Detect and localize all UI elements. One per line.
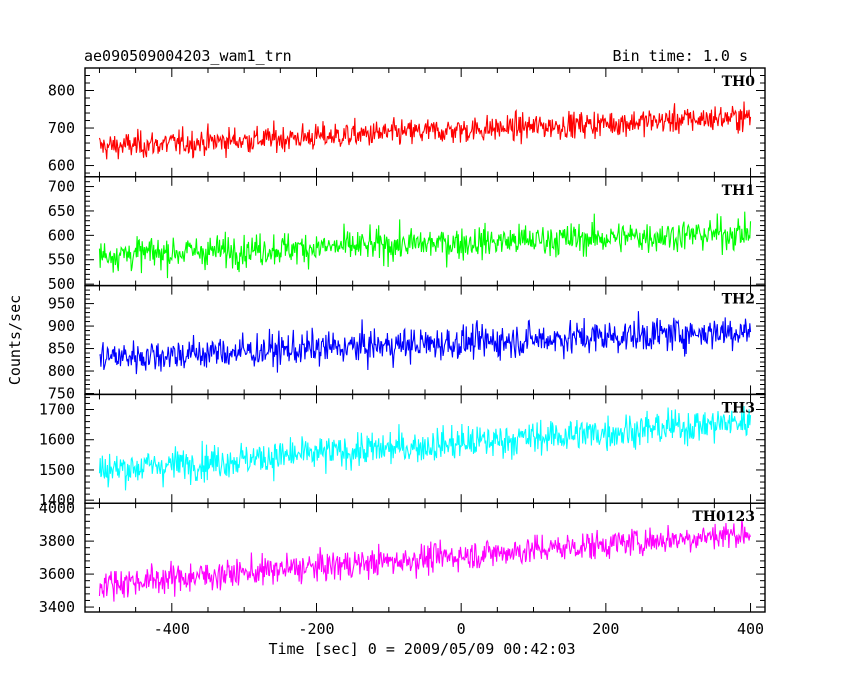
panel-label-th0123: TH0123: [692, 509, 755, 525]
series-th2: [99, 311, 752, 375]
panels-group: 600 700 800 TH0 500 550 600 650 700 TH1 750 800 850 9…: [39, 67, 766, 638]
ytick-label-th0: 700: [48, 119, 75, 137]
ytick-label-th1: 550: [48, 251, 75, 269]
ytick-label-th3: 1400: [39, 491, 75, 509]
series-th0123: [98, 519, 752, 602]
ytick-label-th2: 750: [48, 385, 75, 403]
xtick-label: -400: [154, 620, 190, 638]
ytick-label-th2: 950: [48, 295, 75, 313]
ytick-label-th0: 600: [48, 157, 75, 175]
ytick-label-th1: 700: [48, 178, 75, 196]
series-th3: [98, 406, 752, 491]
ytick-label-th0123: 3400: [39, 598, 75, 616]
ytick-label-th2: 800: [48, 362, 75, 380]
chart-title: ae090509004203_wam1_trn: [84, 47, 292, 65]
ytick-label-th0123: 4000: [39, 499, 75, 517]
x-axis-title: Time [sec] 0 = 2009/05/09 00:42:03: [268, 640, 575, 658]
panel-label-th3: TH3: [722, 400, 755, 416]
ytick-label-th3: 1600: [39, 431, 75, 449]
series-th0: [98, 101, 752, 160]
y-axis-title: Counts/sec: [6, 295, 24, 385]
ytick-label-th3: 1500: [39, 461, 75, 479]
xtick-label: -200: [298, 620, 334, 638]
ytick-label-th2: 900: [48, 317, 75, 335]
ytick-label-th1: 500: [48, 275, 75, 293]
ytick-label-th1: 650: [48, 202, 75, 220]
panel-label-th1: TH1: [722, 183, 755, 199]
panel-label-th2: TH2: [722, 292, 755, 308]
ytick-label-th1: 600: [48, 226, 75, 244]
xtick-label: 400: [737, 620, 764, 638]
ytick-label-th0123: 3800: [39, 532, 75, 550]
series-th1: [98, 211, 752, 279]
ytick-label-th0: 800: [48, 82, 75, 100]
ytick-label-th2: 850: [48, 340, 75, 358]
xtick-label: 0: [457, 620, 466, 638]
ytick-label-th3: 1700: [39, 401, 75, 419]
xtick-label: 200: [592, 620, 619, 638]
ytick-label-th0123: 3600: [39, 565, 75, 583]
bin-time-label: Bin time: 1.0 s: [613, 47, 748, 65]
panel-label-th0: TH0: [722, 74, 756, 90]
